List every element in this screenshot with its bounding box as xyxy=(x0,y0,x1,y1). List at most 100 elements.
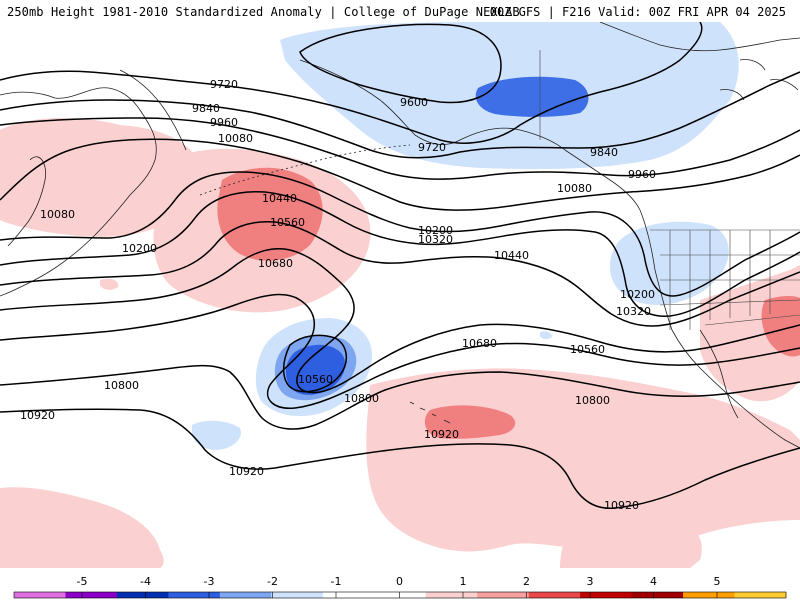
contour-label: 10320 xyxy=(616,305,651,318)
contour-10440 xyxy=(0,220,800,327)
alaska-coastline xyxy=(299,59,641,211)
contour-10320 xyxy=(0,190,800,317)
contour-10560-cutoff xyxy=(283,334,347,393)
contour-label: 9720 xyxy=(418,141,446,154)
contour-label: 10440 xyxy=(494,249,529,262)
contour-label: 10200 xyxy=(620,288,655,301)
contour-10080 xyxy=(0,138,800,211)
legend-swatch xyxy=(631,592,684,598)
contour-label: 10080 xyxy=(557,182,592,195)
contour-9600 xyxy=(299,23,502,104)
negative-anomaly-small-a xyxy=(192,420,241,450)
model-run-info: 00Z GFS | F216 Valid: 00Z FRI APR 04 202… xyxy=(489,5,786,19)
legend-swatch xyxy=(528,592,581,598)
legend-tick-label: 5 xyxy=(714,575,721,588)
legend-tick-label: 3 xyxy=(587,575,594,588)
contour-label: 10560 xyxy=(270,216,305,229)
legend-bar: -5 -4 -3 -2 -1 0 1 2 3 4 5 xyxy=(13,575,787,599)
legend-tick-label: 1 xyxy=(460,575,467,588)
contour-label: 9840 xyxy=(192,102,220,115)
legend-tick-label: -5 xyxy=(77,575,88,588)
anomaly-shading xyxy=(0,22,800,568)
contour-10560 xyxy=(0,248,800,394)
contour-label: 9840 xyxy=(590,146,618,159)
contour-label: 10800 xyxy=(575,394,610,407)
contour-10680 xyxy=(0,293,800,409)
color-scale-legend: -5 -4 -3 -2 -1 0 1 2 3 4 5 xyxy=(0,570,800,600)
map-title: 250mb Height 1981-2010 Standardized Anom… xyxy=(7,5,520,19)
legend-swatch xyxy=(322,592,375,598)
map-header: 250mb Height 1981-2010 Standardized Anom… xyxy=(0,0,800,22)
legend-tick-label: 0 xyxy=(396,575,403,588)
positive-anomaly-strong-central xyxy=(424,405,516,439)
legend-outline xyxy=(13,591,787,599)
contour-9960 xyxy=(0,117,800,180)
positive-anomaly-south xyxy=(560,514,702,568)
legend-tick-label: -4 xyxy=(140,575,151,588)
hawaii-islands xyxy=(409,401,451,424)
legend-swatch xyxy=(219,592,272,598)
contour-label: 9960 xyxy=(210,116,238,129)
political-boundaries xyxy=(539,50,800,330)
contour-label: 10200 xyxy=(418,224,453,237)
legend-swatch xyxy=(734,592,787,598)
contour-label: 10080 xyxy=(40,208,75,221)
negative-anomaly-small-b xyxy=(540,331,552,340)
legend-swatch xyxy=(116,592,169,598)
positive-anomaly-small xyxy=(100,278,119,290)
legend-tick-label: -3 xyxy=(204,575,215,588)
contour-label: 9600 xyxy=(400,96,428,109)
contour-label: 10080 xyxy=(218,132,253,145)
japan-coastline xyxy=(7,156,47,247)
contour-label: 9960 xyxy=(628,168,656,181)
aleutian-chain xyxy=(199,144,411,196)
legend-swatch xyxy=(580,592,633,598)
contour-label: 9720 xyxy=(210,78,238,91)
contour-label: 10680 xyxy=(462,337,497,350)
positive-anomaly-southwest xyxy=(0,487,164,568)
legend-swatch xyxy=(271,592,324,598)
positive-anomaly-west xyxy=(0,118,201,237)
contour-9840 xyxy=(0,71,800,159)
positive-anomaly-strong-east xyxy=(761,295,800,357)
legend-swatch xyxy=(683,592,736,598)
contour-label: 10800 xyxy=(344,392,379,405)
contour-label: 10920 xyxy=(424,428,459,441)
legend-swatch xyxy=(477,592,530,598)
contour-9720 xyxy=(0,22,703,144)
north-america-westcoast xyxy=(639,209,800,449)
contour-label: 10920 xyxy=(20,409,55,422)
contour-label: 10680 xyxy=(258,257,293,270)
contour-10200 xyxy=(0,171,800,297)
contour-label: 10320 xyxy=(418,233,453,246)
us-mexico-border xyxy=(704,314,800,326)
legend-tick-label: -2 xyxy=(267,575,278,588)
contour-10920 xyxy=(0,408,800,509)
contour-label: 10200 xyxy=(122,242,157,255)
legend-ticks: -5 -4 -3 -2 -1 0 1 2 3 4 5 xyxy=(77,575,721,598)
contour-label: 10560 xyxy=(570,343,605,356)
negative-anomaly-strong-alaska xyxy=(475,76,589,117)
contour-label-layer: 9720 9600 9840 9960 9720 9840 9960 10080… xyxy=(20,78,656,512)
anomaly-map: 9720 9600 9840 9960 9720 9840 9960 10080… xyxy=(0,22,800,568)
legend-tick-label: -1 xyxy=(331,575,342,588)
map-canvas: 9720 9600 9840 9960 9720 9840 9960 10080… xyxy=(0,22,800,568)
contour-label: 10440 xyxy=(262,192,297,205)
asia-coastline xyxy=(0,87,157,297)
legend-swatch xyxy=(65,592,118,598)
contour-label: 10560 xyxy=(298,373,333,386)
contour-label: 10920 xyxy=(229,465,264,478)
positive-anomaly-strong-north xyxy=(217,167,323,261)
legend-tick-label: 2 xyxy=(523,575,530,588)
legend-swatch xyxy=(425,592,478,598)
legend-swatch xyxy=(168,592,221,598)
legend-swatches xyxy=(13,591,787,599)
negative-anomaly-core-cutoff xyxy=(285,344,346,395)
height-contours xyxy=(0,22,800,509)
legend-swatch xyxy=(374,592,427,598)
legend-swatch xyxy=(14,592,66,598)
baja-coastline xyxy=(699,329,739,419)
contour-label: 10800 xyxy=(104,379,139,392)
contour-label: 10920 xyxy=(604,499,639,512)
contour-10800 xyxy=(0,364,800,430)
